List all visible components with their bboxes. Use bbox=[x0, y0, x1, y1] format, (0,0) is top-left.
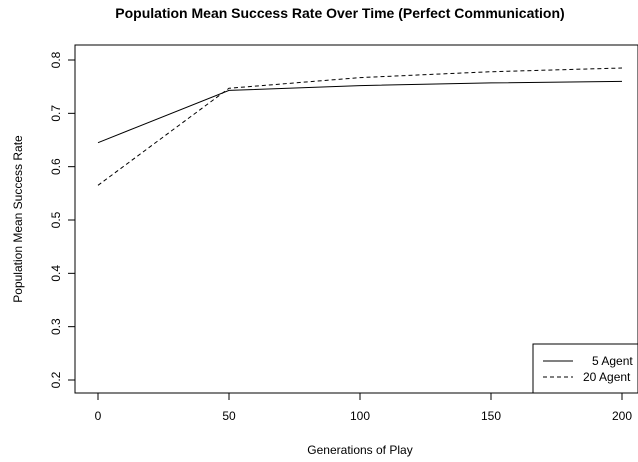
y-tick-label-2: 0.4 bbox=[49, 265, 63, 282]
x-tick-label-3: 150 bbox=[481, 409, 501, 423]
y-tick-label-1: 0.3 bbox=[49, 318, 63, 335]
series-line-5-agent bbox=[97, 80, 623, 144]
x-tick-label-0: 0 bbox=[95, 409, 102, 423]
y-tick-label-0: 0.2 bbox=[49, 371, 63, 388]
chart-title: Population Mean Success Rate Over Time (… bbox=[115, 5, 564, 21]
legend-label-5-agent: 5 Agent bbox=[592, 354, 633, 368]
legend: 5 Agent 20 Agent bbox=[532, 343, 638, 394]
y-tick-label-3: 0.5 bbox=[49, 211, 63, 228]
x-tick-label-4: 200 bbox=[612, 409, 632, 423]
legend-box bbox=[532, 343, 638, 394]
series-line-20-agent bbox=[97, 67, 623, 186]
x-tick-label-1: 50 bbox=[222, 409, 236, 423]
x-axis-title: Generations of Play bbox=[307, 443, 412, 457]
y-axis-ticks: 0.2 0.3 0.4 0.5 0.6 0.7 0.8 bbox=[49, 51, 75, 388]
series-lines bbox=[97, 67, 623, 186]
y-axis-title: Population Mean Success Rate bbox=[11, 135, 25, 303]
y-tick-label-6: 0.8 bbox=[49, 51, 63, 68]
legend-label-20-agent: 20 Agent bbox=[583, 370, 631, 384]
y-tick-label-4: 0.6 bbox=[49, 158, 63, 175]
x-axis-ticks: 0 50 100 150 200 bbox=[95, 393, 632, 423]
x-tick-label-2: 100 bbox=[350, 409, 370, 423]
y-tick-label-5: 0.7 bbox=[49, 105, 63, 122]
plot-frame bbox=[74, 44, 638, 394]
